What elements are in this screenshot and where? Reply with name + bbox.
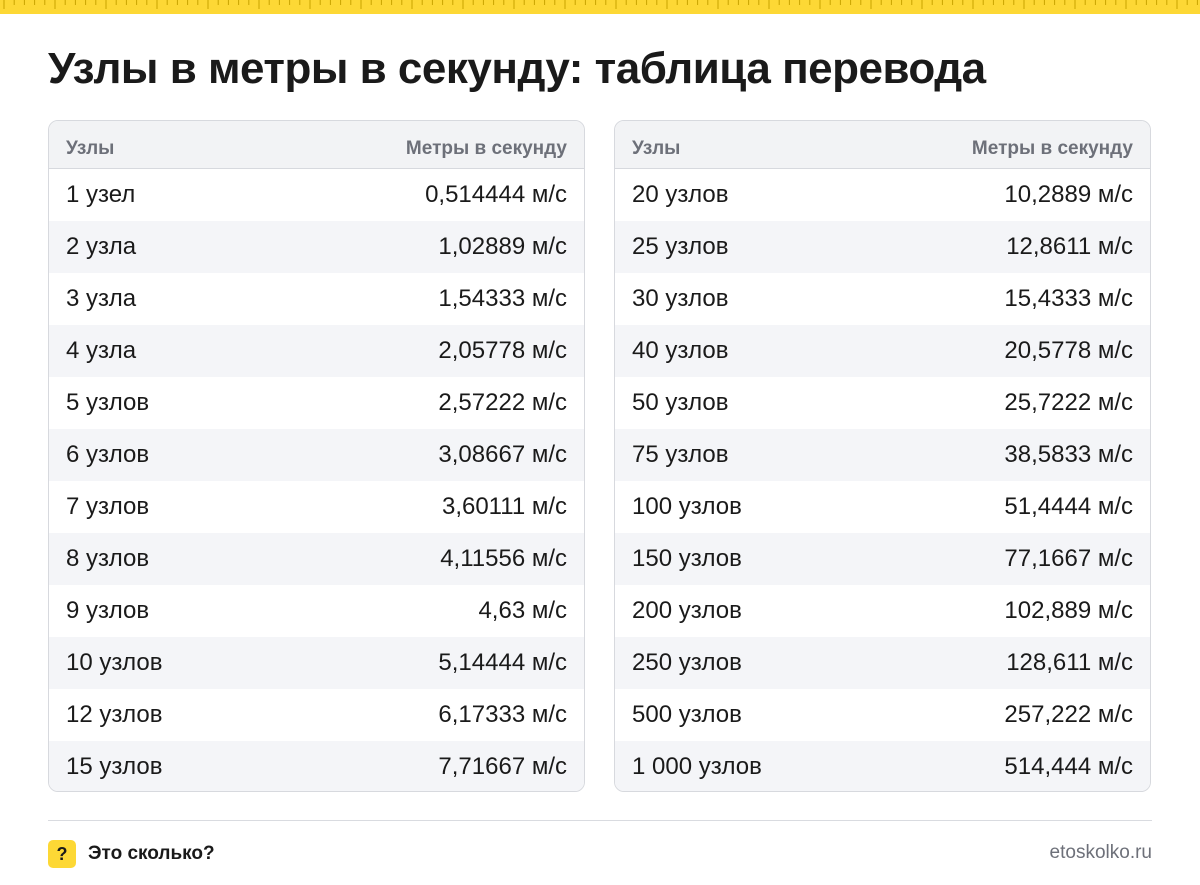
table-row: 25 узлов 12,8611 м/с	[615, 221, 1150, 273]
meters-per-second-value: 51,4444 м/с	[1004, 493, 1133, 520]
table-row: 150 узлов 77,1667 м/с	[615, 533, 1150, 585]
meters-per-second-value: 3,08667 м/с	[438, 441, 567, 468]
table-row: 20 узлов 10,2889 м/с	[615, 169, 1150, 221]
knots-value: 10 узлов	[66, 649, 163, 676]
header-meters-per-second: Метры в секунду	[971, 137, 1133, 159]
table-header: Узлы Метры в секунду	[615, 121, 1150, 169]
meters-per-second-value: 4,11556 м/с	[440, 545, 567, 572]
table-body: 1 узел 0,514444 м/с 2 узла 1,02889 м/с 3 узл…	[49, 169, 584, 791]
meters-per-second-value: 102,889 м/с	[1004, 597, 1133, 624]
table-row: 10 узлов 5,14444 м/с	[49, 637, 584, 689]
knots-value: 75 узлов	[632, 441, 729, 468]
knots-value: 1 000 узлов	[632, 753, 762, 780]
table-body: 20 узлов 10,2889 м/с 25 узлов 12,8611 м/с 30…	[615, 169, 1150, 791]
table-row: 100 узлов 51,4444 м/с	[615, 481, 1150, 533]
table-row: 2 узла 1,02889 м/с	[49, 221, 584, 273]
table-row: 50 узлов 25,7222 м/с	[615, 377, 1150, 429]
meters-per-second-value: 77,1667 м/с	[1004, 545, 1133, 572]
meters-per-second-value: 257,222 м/с	[1004, 701, 1133, 728]
meters-per-second-value: 25,7222 м/с	[1004, 389, 1133, 416]
conversion-table-right: Узлы Метры в секунду 20 узлов 10,2889 м/с…	[614, 120, 1151, 792]
table-row: 5 узлов 2,57222 м/с	[49, 377, 584, 429]
table-row: 3 узла 1,54333 м/с	[49, 273, 584, 325]
knots-value: 4 узла	[66, 337, 137, 364]
table-row: 250 узлов 128,611 м/с	[615, 637, 1150, 689]
knots-value: 2 узла	[66, 233, 137, 260]
knots-value: 30 узлов	[632, 285, 729, 312]
site-link[interactable]: etoskolko.ru	[1049, 842, 1152, 863]
table-row: 200 узлов 102,889 м/с	[615, 585, 1150, 637]
brand-name: Это сколько?	[88, 843, 215, 864]
knots-value: 1 узел	[66, 181, 136, 208]
meters-per-second-value: 3,60111 м/с	[441, 493, 567, 520]
knots-value: 150 узлов	[632, 545, 742, 572]
knots-value: 250 узлов	[632, 649, 742, 676]
knots-value: 8 узлов	[66, 545, 150, 572]
table-row: 500 узлов 257,222 м/с	[615, 689, 1150, 741]
meters-per-second-value: 20,5778 м/с	[1004, 337, 1133, 364]
table-row: 4 узла 2,05778 м/с	[49, 325, 584, 377]
meters-per-second-value: 10,2889 м/с	[1004, 181, 1133, 208]
table-row: 9 узлов 4,63 м/с	[49, 585, 584, 637]
header-knots: Узлы	[66, 137, 115, 159]
header-meters-per-second: Метры в секунду	[405, 137, 567, 159]
meters-per-second-value: 0,514444 м/с	[425, 181, 567, 208]
table-row: 12 узлов 6,17333 м/с	[49, 689, 584, 741]
table-row: 7 узлов 3,60111 м/с	[49, 481, 584, 533]
knots-value: 15 узлов	[66, 753, 163, 780]
meters-per-second-value: 2,05778 м/с	[438, 337, 567, 364]
question-mark-icon: ?	[48, 840, 76, 868]
knots-value: 500 узлов	[632, 701, 742, 728]
table-row: 30 узлов 15,4333 м/с	[615, 273, 1150, 325]
meters-per-second-value: 128,611 м/с	[1006, 649, 1133, 676]
knots-value: 5 узлов	[66, 389, 150, 416]
meters-per-second-value: 2,57222 м/с	[438, 389, 567, 416]
table-row: 8 узлов 4,11556 м/с	[49, 533, 584, 585]
knots-value: 20 узлов	[632, 181, 729, 208]
knots-value: 50 узлов	[632, 389, 729, 416]
ruler-ticks	[3, 0, 1198, 9]
knots-value: 12 узлов	[66, 701, 163, 728]
meters-per-second-value: 1,02889 м/с	[438, 233, 567, 260]
meters-per-second-value: 1,54333 м/с	[438, 285, 567, 312]
knots-value: 6 узлов	[66, 441, 150, 468]
meters-per-second-value: 514,444 м/с	[1004, 753, 1133, 780]
knots-value: 9 узлов	[66, 597, 150, 624]
meters-per-second-value: 12,8611 м/с	[1006, 233, 1133, 260]
table-row: 1 000 узлов 514,444 м/с	[615, 741, 1150, 791]
table-row: 6 узлов 3,08667 м/с	[49, 429, 584, 481]
meters-per-second-value: 38,5833 м/с	[1004, 441, 1133, 468]
table-header: Узлы Метры в секунду	[49, 121, 584, 169]
header-knots: Узлы	[632, 137, 681, 159]
meters-per-second-value: 5,14444 м/с	[438, 649, 567, 676]
table-row: 1 узел 0,514444 м/с	[49, 169, 584, 221]
table-row: 75 узлов 38,5833 м/с	[615, 429, 1150, 481]
knots-value: 7 узлов	[66, 493, 150, 520]
knots-value: 40 узлов	[632, 337, 729, 364]
table-row: 15 узлов 7,71667 м/с	[49, 741, 584, 791]
table-row: 40 узлов 20,5778 м/с	[615, 325, 1150, 377]
meters-per-second-value: 6,17333 м/с	[438, 701, 567, 728]
meters-per-second-value: 15,4333 м/с	[1004, 285, 1133, 312]
brand-logo[interactable]: ? Это сколько?	[48, 840, 215, 868]
knots-value: 3 узла	[66, 285, 137, 312]
knots-value: 100 узлов	[632, 493, 742, 520]
page-title: Узлы в метры в секунду: таблица перевода	[48, 44, 986, 93]
knots-value: 200 узлов	[632, 597, 742, 624]
knots-value: 25 узлов	[632, 233, 729, 260]
meters-per-second-value: 7,71667 м/с	[438, 753, 567, 780]
meters-per-second-value: 4,63 м/с	[478, 597, 567, 624]
conversion-table-left: Узлы Метры в секунду 1 узел 0,514444 м/с 2…	[48, 120, 585, 792]
ruler-decoration	[0, 0, 1200, 14]
footer-divider	[48, 820, 1152, 821]
